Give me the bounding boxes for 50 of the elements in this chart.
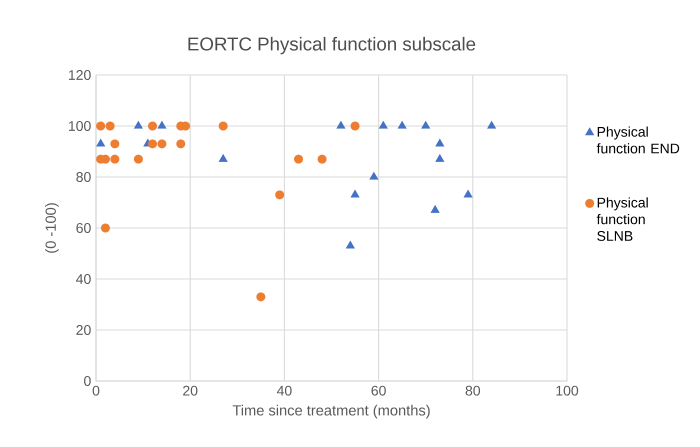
point [487,120,496,129]
x-tick-label: 0 [92,386,100,396]
point [435,154,444,162]
x-tick-label: 80 [466,386,480,396]
x-axis-title: Time since treatment (months) [232,404,430,418]
x-tick-label: 20 [183,386,198,396]
y-tick-label: 40 [76,274,91,284]
point [350,190,360,198]
point [176,139,186,148]
point [256,292,266,302]
point [218,121,228,131]
point [106,121,115,131]
point [100,223,110,233]
point [430,205,440,213]
point [110,154,120,164]
y-tick-label: 120 [69,70,91,80]
chart-title: EORTC Physical function subscale [188,36,476,54]
point [134,120,143,129]
point [275,190,284,200]
x-tick-label: 100 [556,386,578,396]
y-tick-label: 0 [84,376,91,386]
point [148,121,158,131]
y-tick-label: 100 [69,121,91,131]
point [96,138,106,147]
point [421,120,430,129]
y-tick-label: 80 [76,172,91,182]
point [96,121,106,131]
point [464,190,473,198]
point [378,120,388,129]
x-tick-label: 40 [276,386,292,396]
legend-label: Physical function END [596,126,680,154]
point [369,172,378,180]
point [148,139,158,148]
point [134,154,143,164]
y-tick-label: 60 [76,223,91,233]
x-tick-label: 60 [372,386,386,396]
point [318,154,327,164]
point [218,154,228,162]
point [435,138,444,147]
point [398,120,407,129]
y-axis-title: (0 -100) [45,203,59,253]
point [294,154,304,164]
point [336,120,346,129]
point [350,121,360,131]
point [157,139,166,148]
point [110,139,120,148]
legend-label: Physical function SLNB [596,197,648,241]
point [346,240,355,249]
y-tick-label: 20 [76,325,91,335]
point [158,120,166,129]
